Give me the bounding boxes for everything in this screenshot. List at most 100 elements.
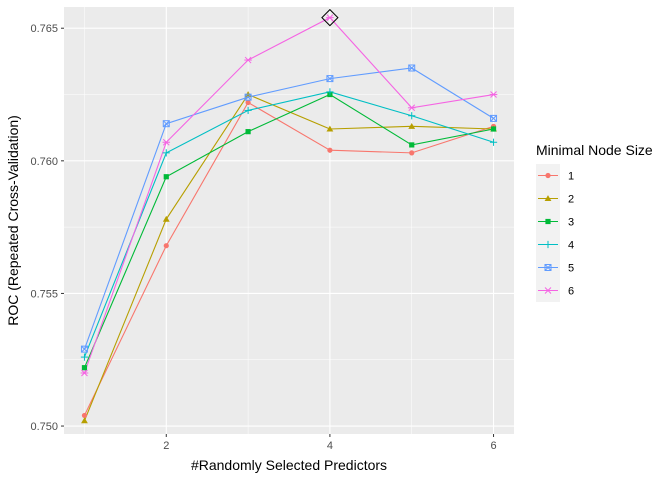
triangle-marker (162, 215, 170, 222)
point-series-1 (163, 243, 169, 249)
point-series-4 (408, 112, 416, 120)
point-series-4 (162, 149, 170, 157)
legend-key-marker (545, 172, 551, 179)
legend-item-3: 3 (536, 210, 574, 233)
point-series-1 (245, 99, 251, 106)
legend-label: 1 (568, 171, 574, 183)
point-series-6 (162, 138, 171, 146)
point-series-3 (245, 129, 251, 135)
x-tick-label: 4 (327, 440, 333, 452)
square-marker (245, 129, 251, 135)
box-marker (408, 64, 416, 72)
point-series-5 (162, 120, 170, 128)
series-lines (83, 16, 494, 421)
series-line-5 (83, 67, 494, 350)
point-series-1 (81, 412, 88, 419)
x-tick-label: 6 (490, 440, 496, 452)
legend-title: Minimal Node Size (536, 142, 653, 158)
point-series-5 (244, 93, 252, 101)
box-x-2 (81, 345, 88, 353)
box-x-2 (162, 120, 170, 128)
triangle-marker (326, 125, 334, 132)
series-markers (80, 14, 498, 424)
legend-item-5: 5 (536, 256, 574, 279)
series-line-2 (83, 93, 494, 421)
square-marker (81, 365, 88, 371)
point-series-3 (163, 174, 169, 180)
point-series-6 (326, 14, 334, 21)
box-x-2 (544, 264, 552, 271)
box-x-2 (326, 75, 334, 82)
point-series-2 (162, 215, 170, 222)
legend-key-marker (545, 218, 551, 225)
triangle-marker (81, 417, 88, 424)
legend: Minimal Node Size 1 2 3 4 5 6 (536, 142, 653, 302)
circle-marker (409, 150, 415, 156)
box-marker (544, 264, 552, 271)
legend-label: 5 (568, 263, 574, 275)
x-axis-title: #Randomly Selected Predictors (191, 457, 387, 473)
point-series-6 (489, 91, 498, 98)
series-line-3 (83, 93, 494, 368)
point-series-1 (327, 147, 333, 153)
point-series-2 (81, 417, 88, 424)
legend-item-6: 6 (536, 279, 574, 302)
box-marker (490, 114, 498, 122)
legend-key-marker (544, 264, 552, 271)
best-point-highlight (321, 8, 339, 27)
point-series-2 (408, 122, 416, 129)
box-marker (162, 120, 170, 128)
box-x-2 (244, 93, 252, 101)
circle-marker (327, 147, 333, 153)
series-line-1 (83, 101, 494, 416)
box-marker (244, 93, 252, 101)
point-series-5 (80, 345, 88, 353)
axes: 2 4 6 0.750 0.755 0.760 0.765 (30, 23, 496, 452)
point-series-5 (408, 64, 416, 72)
point-series-1 (409, 150, 415, 156)
box-x-2 (408, 64, 416, 72)
circle-marker (163, 243, 169, 249)
legend-key-marker (544, 287, 552, 294)
y-tick-label: 0.760 (30, 156, 58, 168)
square-marker (545, 218, 551, 225)
box-marker (326, 75, 334, 83)
y-tick-label: 0.750 (30, 421, 58, 433)
circle-marker (245, 99, 251, 106)
point-series-3 (490, 126, 497, 132)
point-series-4 (326, 88, 334, 96)
legend-key-marker (544, 195, 552, 202)
box-x-2 (490, 115, 497, 122)
legend-label: 2 (568, 194, 574, 206)
triangle-marker (408, 122, 416, 129)
point-series-6 (244, 56, 252, 64)
circle-marker (81, 412, 88, 419)
best-point-diamond (321, 8, 339, 27)
legend-label: 3 (568, 217, 574, 229)
point-series-3 (409, 142, 415, 148)
square-marker (163, 174, 169, 180)
y-tick-label: 0.765 (30, 23, 58, 35)
square-marker (490, 126, 497, 132)
point-series-5 (326, 75, 334, 83)
y-tick-label: 0.755 (30, 288, 58, 300)
point-series-2 (326, 125, 334, 132)
point-series-4 (489, 138, 498, 146)
series-line-6 (83, 16, 494, 374)
point-series-6 (80, 369, 89, 377)
point-series-5 (490, 114, 498, 122)
legend-item-2: 2 (536, 187, 574, 210)
triangle-marker (544, 195, 552, 202)
y-axis-title: ROC (Repeated Cross-Validation) (5, 115, 21, 326)
circle-marker (545, 172, 551, 179)
legend-item-1: 1 (536, 164, 574, 187)
x-tick-label: 2 (163, 440, 169, 452)
legend-key-marker (544, 240, 552, 249)
series-line-4 (83, 91, 494, 358)
point-series-4 (80, 353, 89, 361)
legend-item-4: 4 (536, 233, 574, 256)
legend-label: 6 (568, 286, 574, 298)
square-marker (409, 142, 415, 148)
